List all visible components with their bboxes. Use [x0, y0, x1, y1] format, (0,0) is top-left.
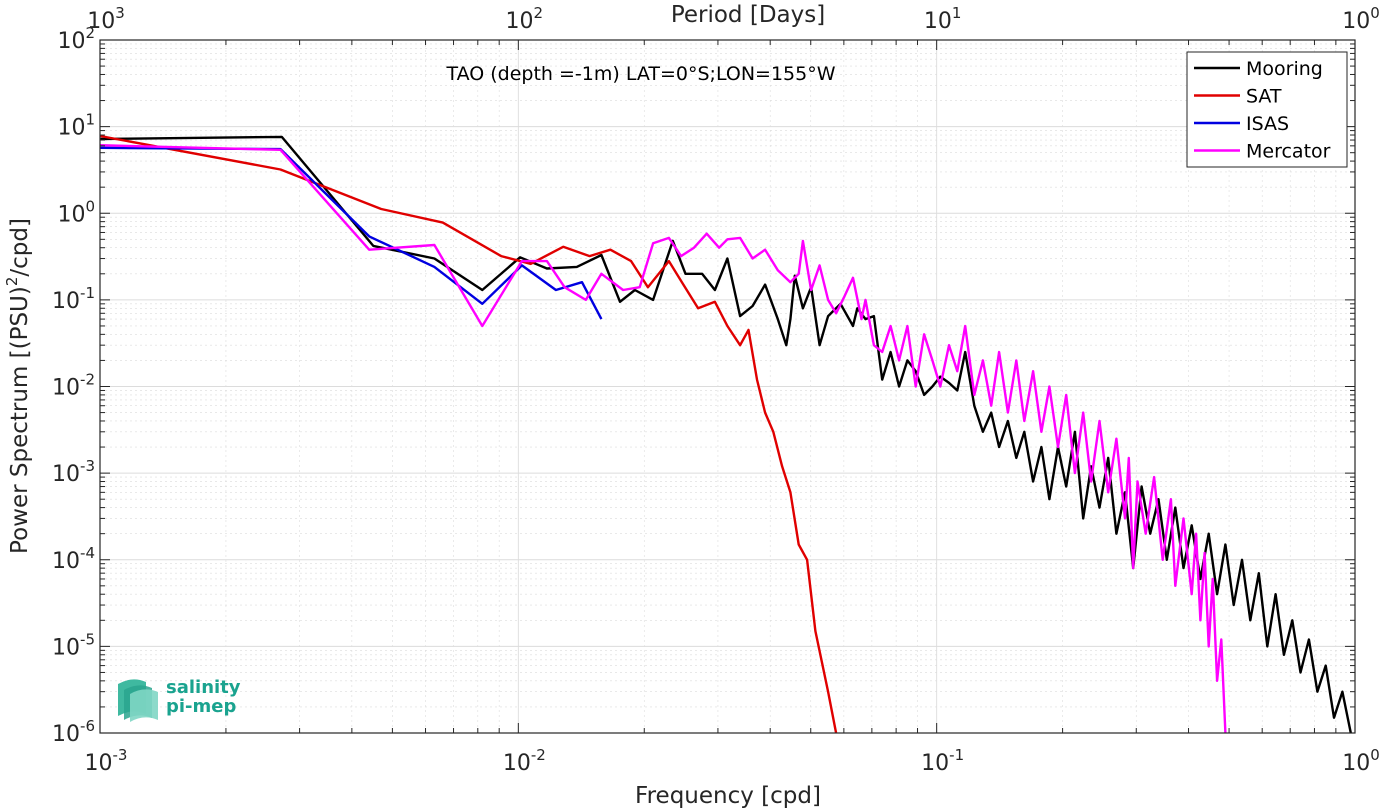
legend-label: Mooring	[1246, 58, 1323, 80]
legend-box	[1186, 51, 1348, 168]
y-axis-label-exponent: 2	[3, 277, 21, 287]
series-line-isas	[99, 146, 603, 320]
y-tick-label: 10-2	[52, 371, 95, 401]
top-axis-label: Period [Days]	[671, 2, 825, 28]
y-tick-label: 10-6	[52, 717, 95, 747]
top-tick-label: 100	[1342, 4, 1380, 34]
salinity-pimep-logo: salinity pi-mep	[118, 677, 241, 722]
series-line-mooring	[99, 135, 1352, 734]
data-series	[99, 134, 1352, 734]
legend: Mooring SAT ISAS Mercator	[1186, 51, 1348, 168]
y-tick-label: 10-1	[52, 284, 95, 314]
logo-text-line1: salinity	[166, 677, 241, 698]
tick-marks	[100, 40, 1355, 733]
series-line-mercator	[99, 144, 1227, 734]
y-tick-label: 10-4	[52, 544, 95, 574]
y-tick-label: 100	[57, 197, 95, 227]
logo-text-line2: pi-mep	[166, 696, 236, 717]
y-tick-label: 102	[57, 24, 95, 54]
legend-label: Mercator	[1246, 141, 1331, 163]
y-axis-label-main: Power Spectrum [(PSU)	[7, 286, 33, 554]
chart-title: TAO (depth =-1m) LAT=0°S;LON=155°W	[445, 63, 835, 85]
x-tick-label: 10-2	[503, 746, 546, 776]
x-axis-label: Frequency [cpd]	[635, 783, 821, 809]
y-axis-label-tail: /cpd]	[7, 218, 33, 277]
series-line-sat	[99, 134, 838, 734]
grid-lines	[100, 40, 1355, 733]
top-tick-label: 103	[87, 4, 125, 34]
y-tick-label: 101	[57, 111, 95, 141]
y-tick-label: 10-3	[52, 457, 95, 487]
top-tick-label: 102	[506, 4, 544, 34]
y-axis-label: Power Spectrum [(PSU)2/cpd]	[3, 218, 33, 554]
top-tick-label: 101	[924, 4, 962, 34]
x-tick-label: 100	[1342, 746, 1380, 776]
x-tick-label: 10-1	[921, 746, 964, 776]
y-tick-label: 10-5	[52, 630, 95, 660]
legend-label: SAT	[1246, 86, 1282, 108]
legend-label: ISAS	[1246, 113, 1289, 135]
logo-mark-icon	[118, 679, 158, 722]
x-tick-label: 10-3	[85, 746, 128, 776]
